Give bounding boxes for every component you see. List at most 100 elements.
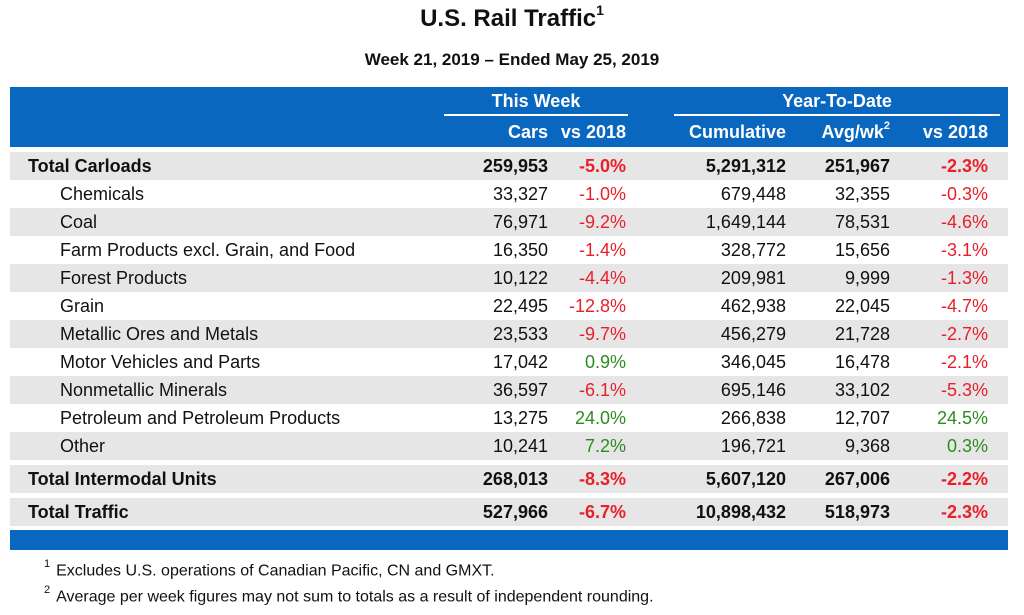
header-col-avgwk-label: Avg/wk bbox=[821, 122, 884, 142]
row-label: Coal bbox=[60, 212, 98, 232]
avgwk-value: 12,707 bbox=[834, 408, 890, 428]
footnote-mark: 1 bbox=[44, 558, 51, 570]
vs2018-value: -6.7% bbox=[578, 502, 626, 522]
header-group-ytd: Year-To-Date bbox=[674, 91, 1000, 116]
vs2018-value: -9.7% bbox=[578, 324, 626, 344]
vs2018-value: 0.9% bbox=[584, 352, 626, 372]
row-separator bbox=[10, 461, 1008, 463]
row-label: Nonmetallic Minerals bbox=[60, 380, 228, 400]
header-group-ytd-label: Year-To-Date bbox=[782, 91, 892, 111]
row-label: Metallic Ores and Metals bbox=[60, 324, 259, 344]
row-label: Motor Vehicles and Parts bbox=[60, 352, 261, 372]
row-label: Total Traffic bbox=[28, 502, 129, 522]
row-label: Other bbox=[60, 436, 106, 456]
avgwk-value: 15,656 bbox=[834, 240, 890, 260]
table-row: Petroleum and Petroleum Products 13,275 24… bbox=[10, 404, 1008, 432]
table-row: Other 10,241 7.2% 196,721 9,368 0.3% bbox=[10, 432, 1008, 460]
cars-value: 13,275 bbox=[492, 408, 548, 428]
title-text: U.S. Rail Traffic bbox=[420, 5, 597, 32]
cumulative-value: 328,772 bbox=[720, 240, 786, 260]
ytd-vs2018-value: 24.5% bbox=[936, 408, 988, 428]
header-col-cars: Cars bbox=[507, 122, 548, 142]
header-group-underline bbox=[674, 114, 1000, 116]
avgwk-value: 21,728 bbox=[834, 324, 890, 344]
avgwk-value: 518,973 bbox=[824, 502, 890, 522]
cumulative-value: 1,649,144 bbox=[705, 212, 786, 232]
row-label: Farm Products excl. Grain, and Food bbox=[60, 240, 356, 260]
cumulative-value: 266,838 bbox=[720, 408, 786, 428]
table-row: Chemicals 33,327 -1.0% 679,448 32,355 -0.3% bbox=[10, 180, 1008, 208]
cars-value: 17,042 bbox=[492, 352, 548, 372]
vs2018-value: -5.0% bbox=[578, 156, 626, 176]
header-col-vs2018: vs 2018 bbox=[560, 122, 626, 142]
table-header: This Week Year-To-Date Cars vs 2018 Cumu… bbox=[10, 87, 1008, 147]
page-title: U.S. Rail Traffic1 bbox=[0, 2, 1024, 33]
table-row: Nonmetallic Minerals 36,597 -6.1% 695,146 33… bbox=[10, 376, 1008, 404]
header-group-this-week: This Week bbox=[444, 91, 628, 116]
vs2018-value: -1.4% bbox=[578, 240, 626, 260]
footnote-text: Excludes U.S. operations of Canadian Pac… bbox=[56, 562, 495, 580]
avgwk-value: 16,478 bbox=[834, 352, 890, 372]
row-separator bbox=[10, 494, 1008, 496]
cumulative-value: 196,721 bbox=[720, 436, 786, 456]
cumulative-value: 679,448 bbox=[720, 184, 786, 204]
ytd-vs2018-value: -4.6% bbox=[940, 212, 988, 232]
avgwk-value: 78,531 bbox=[834, 212, 890, 232]
cars-value: 10,122 bbox=[492, 268, 548, 288]
vs2018-value: -9.2% bbox=[578, 212, 626, 232]
table-row: Total Carloads 259,953 -5.0% 5,291,312 251,9… bbox=[10, 152, 1008, 180]
page-subtitle: Week 21, 2019 – Ended May 25, 2019 bbox=[364, 50, 660, 69]
footer-bar bbox=[10, 530, 1008, 550]
table-row: Coal 76,971 -9.2% 1,649,144 78,531 -4.6% bbox=[10, 208, 1008, 236]
table-row: Grain 22,495 -12.8% 462,938 22,045 -4.7% bbox=[10, 292, 1008, 320]
ytd-vs2018-value: 0.3% bbox=[946, 436, 988, 456]
title-footnote-mark: 1 bbox=[596, 2, 604, 18]
cumulative-value: 462,938 bbox=[720, 296, 786, 316]
ytd-vs2018-value: -2.1% bbox=[940, 352, 988, 372]
header-col-ytd-vs2018: vs 2018 bbox=[922, 122, 988, 142]
vs2018-value: 7.2% bbox=[584, 436, 626, 456]
ytd-vs2018-value: -2.7% bbox=[940, 324, 988, 344]
header-group-this-week-label: This Week bbox=[491, 91, 581, 111]
ytd-vs2018-value: -4.7% bbox=[940, 296, 988, 316]
header-col-cumulative: Cumulative bbox=[688, 122, 786, 142]
row-label: Petroleum and Petroleum Products bbox=[60, 408, 341, 428]
vs2018-value: 24.0% bbox=[574, 408, 626, 428]
table-row: Total Intermodal Units 268,013 -8.3% 5,607,… bbox=[10, 465, 1008, 493]
cars-value: 33,327 bbox=[492, 184, 548, 204]
table-row: Metallic Ores and Metals 23,533 -9.7% 456,2… bbox=[10, 320, 1008, 348]
avgwk-value: 9,999 bbox=[844, 268, 890, 288]
avgwk-value: 22,045 bbox=[834, 296, 890, 316]
vs2018-value: -8.3% bbox=[578, 469, 626, 489]
cars-value: 10,241 bbox=[492, 436, 548, 456]
ytd-vs2018-value: -5.3% bbox=[940, 380, 988, 400]
footnote-mark: 2 bbox=[44, 584, 51, 596]
cars-value: 16,350 bbox=[492, 240, 548, 260]
ytd-vs2018-value: -2.2% bbox=[940, 469, 988, 489]
ytd-vs2018-value: -0.3% bbox=[940, 184, 988, 204]
avgwk-value: 32,355 bbox=[834, 184, 890, 204]
avgwk-value: 33,102 bbox=[834, 380, 890, 400]
row-label: Grain bbox=[60, 296, 105, 316]
footnote-text: Average per week figures may not sum to … bbox=[56, 588, 654, 606]
avgwk-value: 251,967 bbox=[824, 156, 890, 176]
cumulative-value: 695,146 bbox=[720, 380, 786, 400]
header-col-avgwk-footnote-mark: 2 bbox=[883, 120, 890, 132]
table-row: Farm Products excl. Grain, and Food 16,35… bbox=[10, 236, 1008, 264]
ytd-vs2018-value: -2.3% bbox=[940, 156, 988, 176]
ytd-vs2018-value: -3.1% bbox=[940, 240, 988, 260]
cars-value: 259,953 bbox=[482, 156, 548, 176]
ytd-vs2018-value: -2.3% bbox=[940, 502, 988, 522]
row-label: Forest Products bbox=[60, 268, 188, 288]
row-label: Total Intermodal Units bbox=[28, 469, 217, 489]
avgwk-value: 9,368 bbox=[844, 436, 890, 456]
cumulative-value: 5,291,312 bbox=[705, 156, 786, 176]
vs2018-value: -4.4% bbox=[578, 268, 626, 288]
vs2018-value: -1.0% bbox=[578, 184, 626, 204]
vs2018-value: -6.1% bbox=[578, 380, 626, 400]
table-row: Forest Products 10,122 -4.4% 209,981 9,999 -1… bbox=[10, 264, 1008, 292]
cars-value: 23,533 bbox=[492, 324, 548, 344]
header-group-underline bbox=[444, 114, 628, 116]
header-col-avgwk: Avg/wk2 bbox=[821, 120, 890, 143]
cumulative-value: 346,045 bbox=[720, 352, 786, 372]
